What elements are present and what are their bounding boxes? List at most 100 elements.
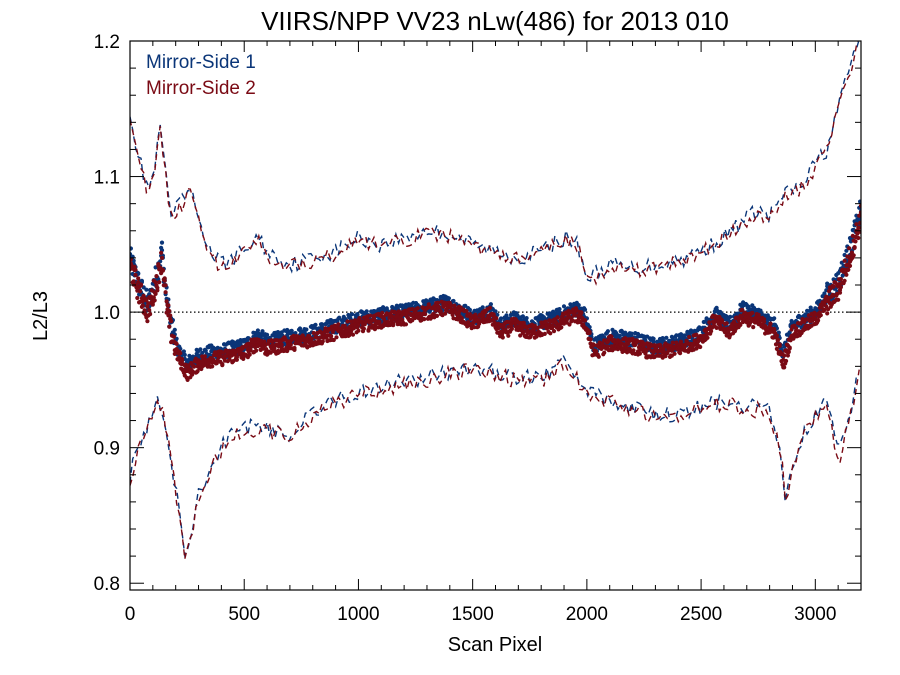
data-point	[167, 309, 172, 314]
data-point	[773, 342, 779, 347]
data-point	[288, 342, 293, 347]
data-point	[232, 348, 237, 353]
data-point	[838, 276, 844, 282]
data-point	[138, 283, 144, 288]
data-point	[672, 351, 677, 356]
data-point	[709, 329, 714, 334]
data-point	[361, 326, 366, 331]
data-point	[572, 313, 577, 318]
data-point	[720, 318, 725, 323]
data-point	[847, 263, 853, 268]
data-point	[844, 248, 849, 253]
data-point	[265, 332, 270, 337]
legend-mirror-side-2: Mirror-Side 2	[146, 78, 256, 99]
data-point	[858, 199, 861, 204]
data-point	[576, 303, 581, 308]
data-point	[403, 322, 409, 327]
legend-mirror-side-1: Mirror-Side 1	[146, 52, 256, 73]
data-point	[768, 321, 773, 326]
data-point	[582, 318, 588, 323]
data-point	[392, 310, 398, 315]
data-point	[446, 296, 451, 301]
data-point	[311, 330, 316, 336]
data-point	[629, 331, 634, 336]
data-point	[169, 319, 174, 324]
data-point	[331, 337, 336, 343]
data-point	[444, 308, 449, 313]
data-point	[605, 344, 611, 349]
data-point	[337, 315, 342, 320]
data-point	[694, 332, 699, 337]
data-point	[328, 334, 334, 339]
x-tick-label: 2000	[566, 604, 608, 625]
data-point	[349, 319, 354, 324]
data-point	[854, 222, 859, 227]
data-point	[847, 246, 852, 251]
data-point	[663, 354, 668, 359]
data-point	[782, 353, 787, 358]
data-point	[587, 329, 592, 334]
data-point	[857, 225, 861, 230]
data-point	[220, 362, 225, 367]
data-point	[174, 341, 179, 346]
data-point	[782, 365, 787, 370]
data-point	[334, 335, 339, 340]
data-point	[777, 343, 782, 349]
data-point	[130, 257, 133, 262]
data-point	[336, 322, 341, 327]
data-point	[551, 324, 556, 329]
data-point	[738, 322, 743, 327]
data-point	[701, 319, 706, 325]
data-point	[144, 287, 149, 292]
data-point	[831, 284, 836, 289]
data-point	[159, 240, 165, 245]
data-point	[153, 291, 158, 296]
data-point	[774, 346, 780, 351]
data-point	[148, 312, 153, 317]
data-point	[349, 312, 355, 317]
data-point	[133, 272, 138, 278]
data-point	[674, 340, 679, 345]
data-point	[163, 290, 168, 295]
data-point	[434, 308, 439, 313]
data-point	[818, 313, 823, 318]
data-point	[772, 316, 777, 321]
data-point	[787, 345, 792, 350]
data-point	[415, 306, 420, 311]
data-point	[559, 325, 564, 330]
data-point	[609, 334, 614, 339]
data-point	[364, 309, 369, 314]
data-point	[775, 338, 780, 343]
data-point	[785, 353, 791, 358]
data-point	[330, 329, 335, 334]
data-point	[786, 349, 791, 355]
data-point	[724, 321, 729, 326]
data-point	[588, 337, 593, 342]
data-point	[260, 329, 265, 334]
data-point	[198, 347, 203, 352]
data-point	[145, 319, 150, 324]
axes: 0 500 1000 1500 2000 2500 3000 0.8 0.9 1.0 1.1 1.2	[94, 32, 861, 625]
data-point	[555, 315, 560, 320]
data-point	[366, 328, 371, 333]
data-point	[304, 327, 309, 332]
data-point	[488, 302, 493, 307]
data-point	[164, 299, 169, 304]
data-point	[464, 309, 469, 314]
data-point	[155, 288, 160, 293]
data-point	[794, 326, 799, 331]
data-point	[602, 335, 607, 340]
data-point	[141, 293, 146, 298]
data-point	[557, 307, 562, 312]
data-point	[136, 276, 141, 281]
data-point	[857, 213, 861, 218]
data-point	[704, 330, 709, 335]
x-tick-label: 3000	[794, 604, 836, 625]
data-point	[356, 322, 361, 327]
data-point	[521, 329, 526, 334]
data-point	[496, 326, 501, 331]
data-point	[380, 310, 385, 315]
data-point	[144, 298, 149, 303]
data-point	[784, 358, 789, 364]
data-point	[651, 336, 656, 341]
